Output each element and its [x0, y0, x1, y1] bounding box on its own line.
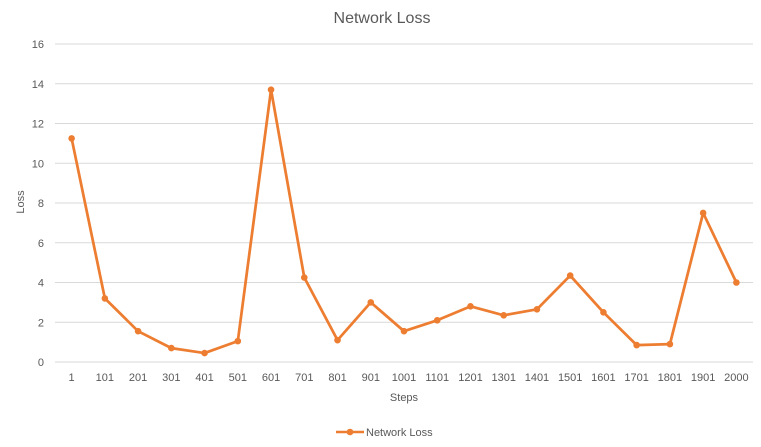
data-point: [566, 272, 574, 279]
x-tick-label: 1801: [658, 372, 682, 384]
data-point: [633, 341, 640, 349]
legend-label: Network Loss: [366, 427, 433, 439]
data-point: [168, 344, 175, 352]
x-tick-label: 101: [96, 372, 114, 384]
x-tick-label: 801: [328, 372, 346, 384]
data-point: [467, 303, 474, 310]
data-point: [433, 316, 441, 324]
y-tick-label: 8: [38, 198, 44, 210]
data-point: [234, 337, 242, 345]
chart-title: Network Loss: [334, 10, 431, 27]
data-point: [600, 309, 607, 316]
x-tick-label: 1301: [491, 372, 515, 384]
data-point: [201, 349, 208, 357]
x-tick-label: 1001: [392, 372, 416, 384]
y-tick-label: 6: [38, 238, 44, 250]
series-line: [70, 88, 738, 355]
data-point: [533, 306, 541, 313]
y-tick-label: 14: [32, 79, 44, 91]
x-tick-label: 1: [69, 372, 75, 384]
data-point: [367, 299, 375, 306]
x-tick-label: 1901: [691, 372, 715, 384]
data-point: [666, 340, 674, 348]
data-point: [733, 279, 740, 286]
data-point: [400, 327, 408, 335]
x-tick-label: 1601: [591, 372, 615, 384]
data-point: [699, 209, 707, 217]
x-tick-label: 501: [229, 372, 247, 384]
y-tick-label: 12: [32, 119, 44, 131]
x-tick-label: 901: [362, 372, 380, 384]
x-tick-label: 201: [129, 372, 147, 384]
gridlines: [55, 43, 753, 363]
x-tick-label: 301: [162, 372, 180, 384]
x-tick-label: 701: [295, 372, 313, 384]
y-tick-label: 16: [32, 39, 44, 51]
y-tick-label: 10: [32, 158, 44, 170]
x-axis-title: Steps: [390, 392, 419, 404]
x-tick-label: 601: [262, 372, 280, 384]
data-point: [500, 311, 508, 319]
x-tick-label: 2000: [724, 372, 748, 384]
data-point: [267, 86, 275, 94]
legend: Network Loss: [336, 427, 433, 439]
x-tick-label: 1201: [458, 372, 482, 384]
y-tick-label: 4: [38, 278, 44, 290]
y-tick-label: 2: [38, 317, 44, 329]
data-point: [300, 274, 308, 281]
x-tick-label: 1101: [425, 372, 449, 384]
x-tick-label: 401: [195, 372, 213, 384]
legend-marker-swatch: [346, 428, 354, 436]
y-axis-ticks: 0 2 4 6 8 10 12 14 16: [32, 39, 44, 369]
data-point: [334, 336, 341, 344]
x-tick-label: 1401: [525, 372, 549, 384]
y-tick-label: 0: [38, 357, 44, 369]
data-point: [134, 327, 142, 335]
x-tick-label: 1701: [624, 372, 648, 384]
y-axis-title: Loss: [15, 190, 27, 214]
x-axis-ticks: 1 101 201 301 401 501 601 701 801 901 1001 1101 1201…: [69, 372, 749, 384]
x-tick-label: 1501: [558, 372, 582, 384]
data-point: [101, 295, 109, 302]
data-point: [68, 135, 75, 142]
series-group: [68, 86, 740, 357]
